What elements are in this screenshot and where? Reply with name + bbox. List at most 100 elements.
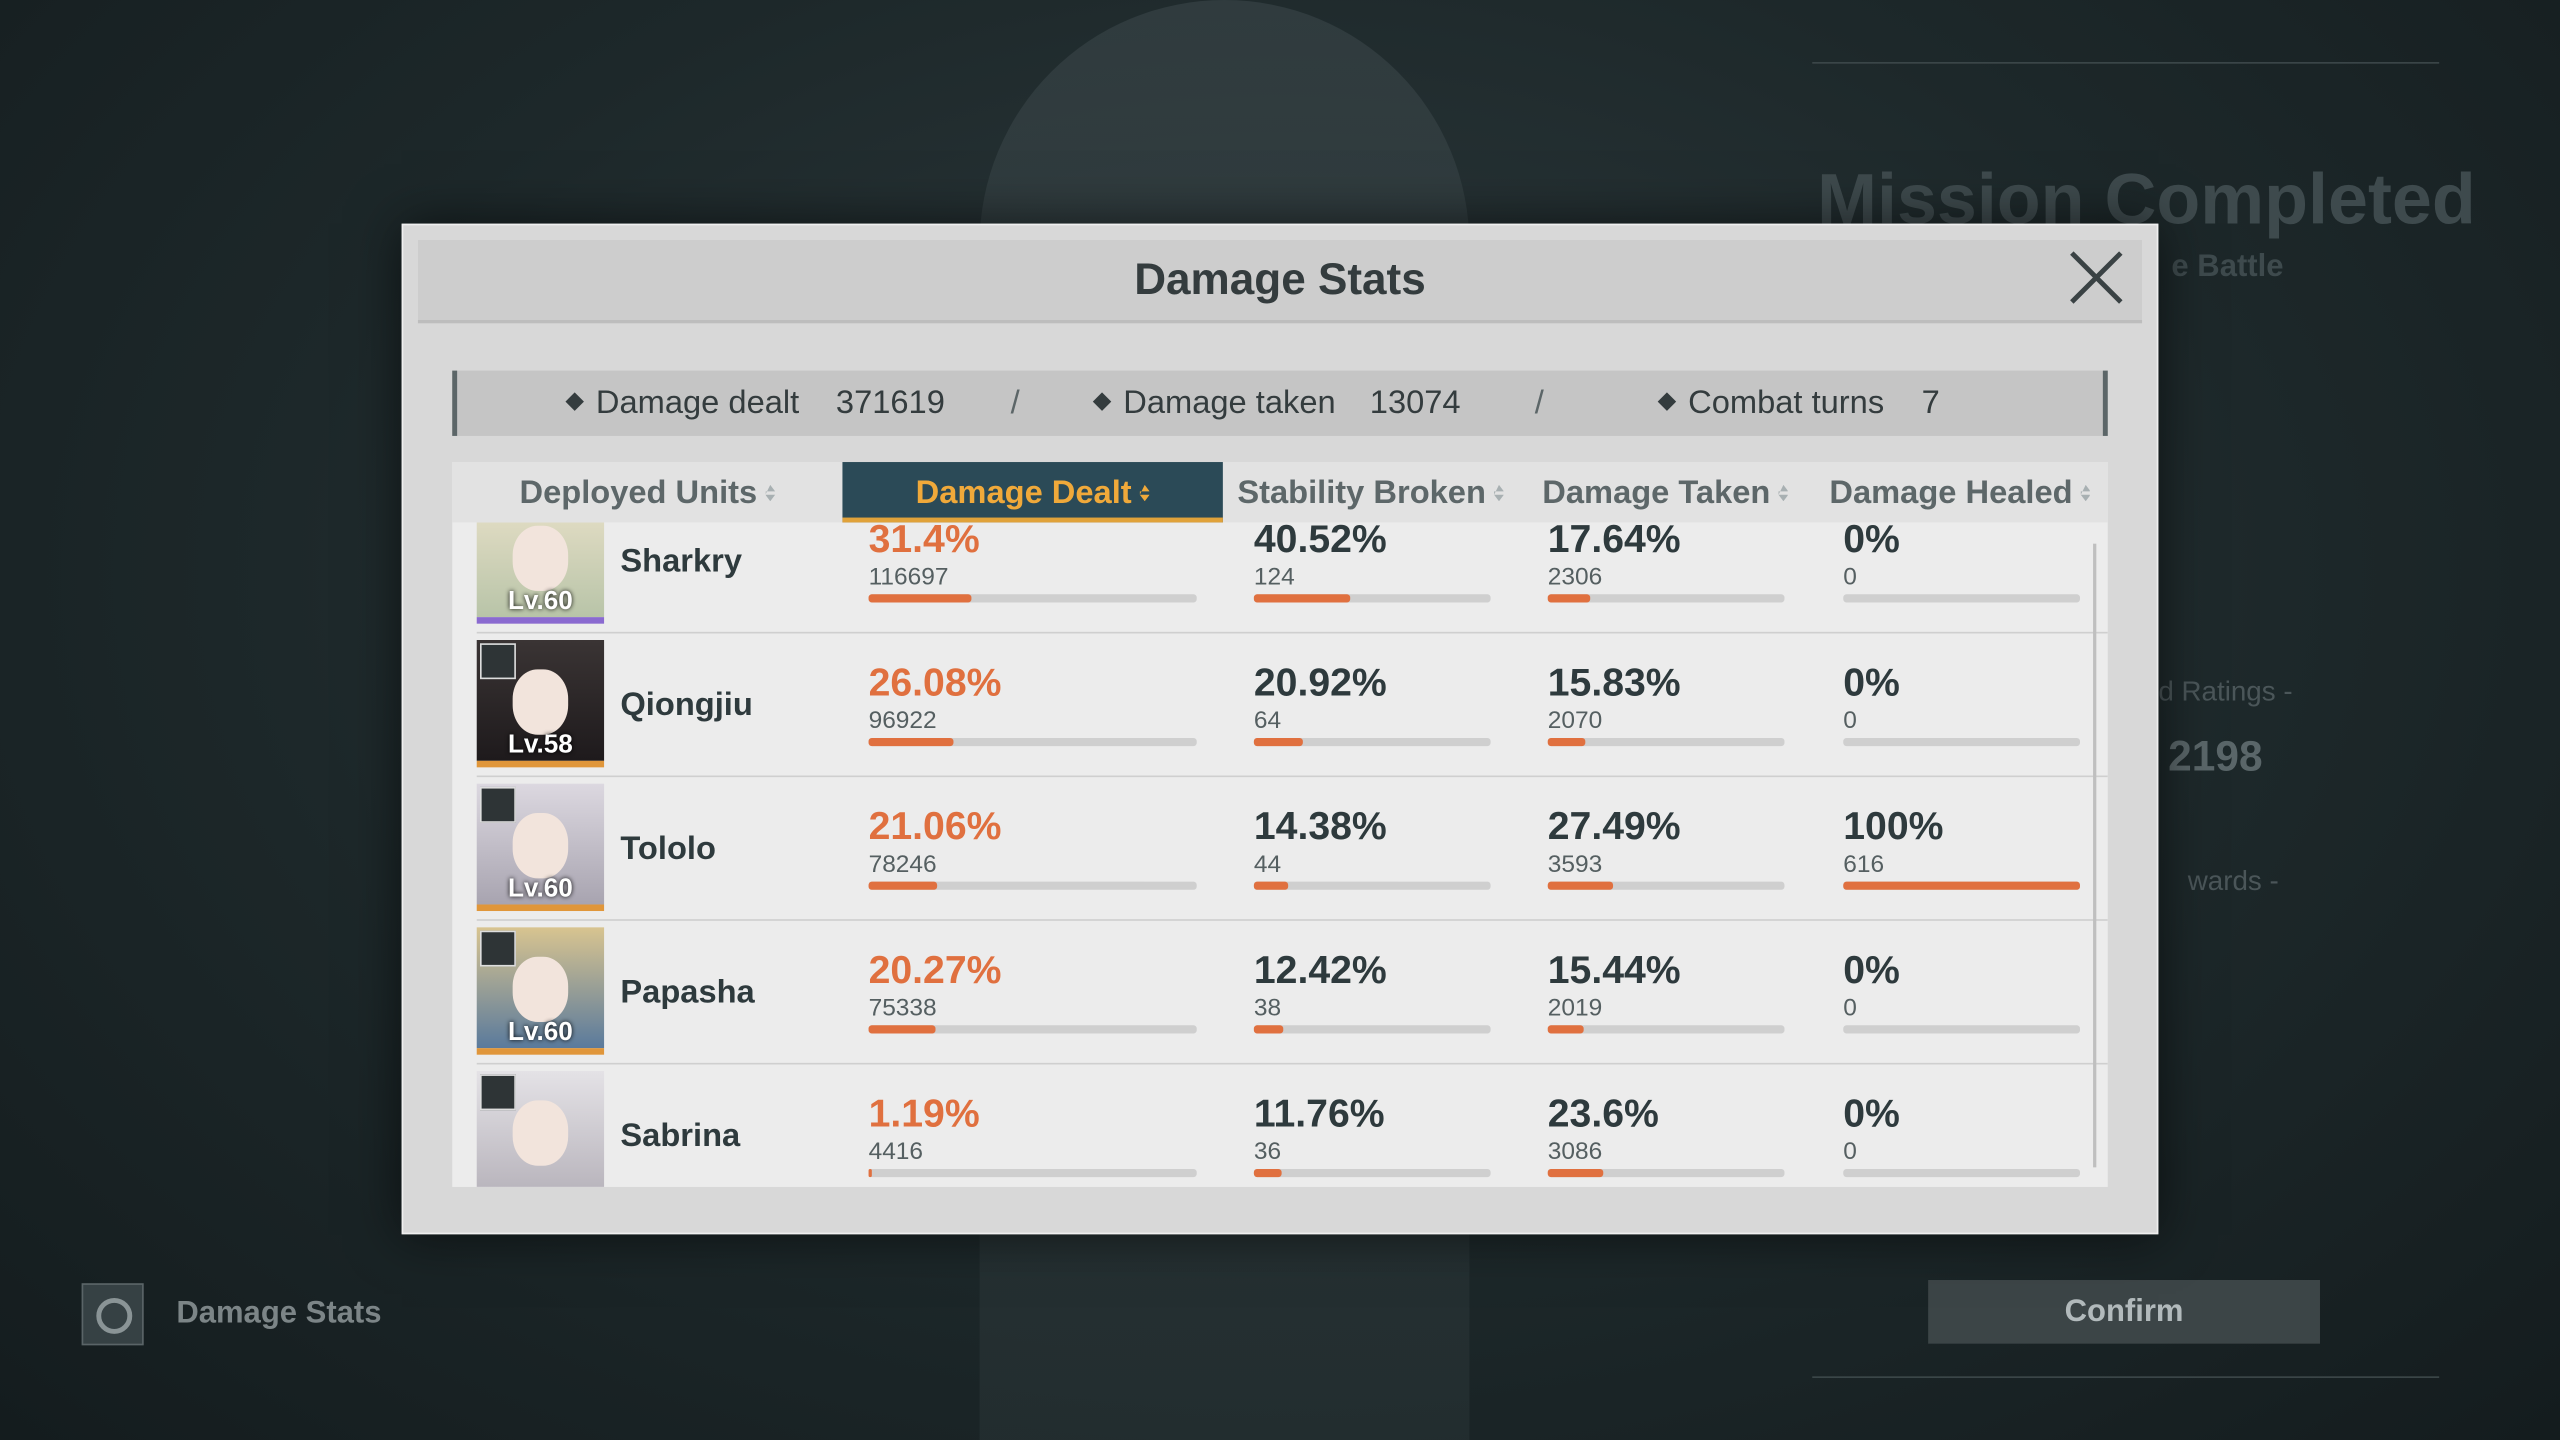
unit-name: Qiongjiu bbox=[620, 687, 753, 724]
bar-track bbox=[1843, 1025, 2080, 1034]
stat-percent: 20.27% bbox=[868, 948, 1002, 993]
bar-track bbox=[868, 881, 1197, 890]
sort-icon bbox=[2080, 484, 2091, 502]
stat-percent: 0% bbox=[1843, 522, 1900, 562]
stat-count: 616 bbox=[1843, 850, 1885, 879]
sort-icon bbox=[1139, 484, 1150, 502]
stat-percent: 0% bbox=[1843, 948, 1900, 993]
rewards-label: wards - bbox=[2187, 865, 2279, 897]
class-icon bbox=[479, 643, 516, 680]
stat-count: 44 bbox=[1253, 850, 1282, 879]
summary-label: Damage taken bbox=[1123, 385, 1336, 422]
column-header[interactable]: Damage Dealt bbox=[842, 477, 1222, 509]
stat-count: 36 bbox=[1253, 1137, 1282, 1166]
avatar bbox=[476, 522, 605, 624]
bar-fill bbox=[868, 594, 972, 603]
bar-track bbox=[1547, 737, 1785, 747]
ratings-value: 2198 bbox=[2168, 731, 2263, 781]
bar-fill bbox=[1843, 881, 2080, 890]
bar-track bbox=[1253, 881, 1491, 890]
bar-track bbox=[1547, 1025, 1785, 1034]
header-text: Damage Healed bbox=[1829, 475, 2073, 512]
stat-count: 0 bbox=[1843, 1137, 1857, 1166]
stat-count: 78246 bbox=[868, 850, 937, 879]
stat-percent: 14.38% bbox=[1253, 804, 1387, 849]
stat-percent: 23.6% bbox=[1547, 1092, 1659, 1137]
bar-track bbox=[1547, 1168, 1785, 1178]
summary-label: Damage dealt bbox=[595, 385, 800, 422]
stat-count: 38 bbox=[1253, 994, 1282, 1023]
stat-count: 0 bbox=[1843, 563, 1857, 592]
stat-count: 0 bbox=[1843, 994, 1857, 1023]
row-divider bbox=[476, 919, 2108, 921]
bar-track bbox=[868, 594, 1197, 603]
column-header[interactable]: Damage Taken bbox=[1518, 475, 1812, 512]
bar-track bbox=[1843, 1168, 2080, 1178]
modal-title: Damage Stats bbox=[1134, 254, 1426, 304]
unit-name: Sabrina bbox=[620, 1118, 741, 1155]
stat-count: 96922 bbox=[868, 706, 937, 735]
avatar bbox=[476, 783, 605, 912]
class-icon bbox=[479, 786, 516, 823]
ratings-label: d Ratings - bbox=[2158, 675, 2293, 707]
divider bbox=[1812, 1376, 2440, 1378]
bar-track bbox=[868, 1168, 1197, 1178]
avatar-face bbox=[512, 525, 569, 592]
stat-count: 2306 bbox=[1547, 563, 1603, 592]
column-header[interactable]: Damage Healed bbox=[1812, 475, 2108, 512]
avatar bbox=[476, 1071, 605, 1187]
stat-percent: 21.06% bbox=[868, 804, 1002, 849]
row-divider bbox=[476, 1062, 2108, 1065]
column-header[interactable]: Stability Broken bbox=[1223, 475, 1519, 512]
bar-fill bbox=[1253, 1168, 1282, 1178]
close-button[interactable] bbox=[2067, 248, 2126, 307]
modal-header bbox=[417, 239, 2143, 324]
bar-fill bbox=[1547, 1025, 1585, 1034]
bar-track bbox=[1253, 1168, 1491, 1178]
bar-track bbox=[1253, 1025, 1491, 1034]
stat-percent: 0% bbox=[1843, 1092, 1900, 1137]
separator: / bbox=[1010, 385, 1020, 422]
header-text: Stability Broken bbox=[1237, 475, 1486, 512]
header-text: Deployed Units bbox=[519, 475, 758, 512]
row-divider bbox=[476, 631, 2108, 634]
stat-count: 116697 bbox=[868, 563, 949, 592]
stats-table bbox=[452, 462, 2108, 1187]
stat-percent: 20.92% bbox=[1253, 661, 1387, 706]
stat-count: 3086 bbox=[1547, 1137, 1603, 1166]
avatar-face bbox=[512, 1100, 569, 1166]
unit-name: Papasha bbox=[620, 974, 755, 1011]
unit-name: Tololo bbox=[620, 831, 716, 867]
table-body: Lv.60 Sharkry 31.4% 116697 40.52% 124 17.64% 23… bbox=[452, 522, 2108, 1187]
bar-fill bbox=[868, 1168, 873, 1178]
stat-count: 75338 bbox=[868, 994, 937, 1023]
summary-value: 7 bbox=[1921, 385, 1940, 422]
separator: / bbox=[1534, 385, 1544, 422]
class-icon bbox=[479, 930, 516, 967]
avatar bbox=[476, 639, 605, 768]
mission-subtitle: e Battle bbox=[2171, 249, 2284, 285]
bar-fill bbox=[1547, 1168, 1604, 1178]
stat-percent: 1.19% bbox=[868, 1092, 980, 1137]
stat-percent: 15.83% bbox=[1547, 661, 1681, 706]
summary-label: Combat turns bbox=[1688, 385, 1885, 422]
bar-fill bbox=[1547, 881, 1613, 890]
avatar-face bbox=[512, 813, 569, 879]
bar-track bbox=[1843, 737, 2080, 747]
stat-count: 0 bbox=[1843, 706, 1857, 735]
summary-value: 13074 bbox=[1369, 385, 1461, 422]
unit-name: Sharkry bbox=[620, 543, 743, 580]
footer-label[interactable]: Damage Stats bbox=[176, 1296, 382, 1331]
bar-track bbox=[1253, 594, 1491, 603]
column-header[interactable]: Deployed Units bbox=[452, 475, 842, 512]
confirm-button[interactable]: Confirm bbox=[1928, 1279, 2320, 1344]
stats-icon[interactable] bbox=[81, 1283, 144, 1346]
bar-fill bbox=[1253, 594, 1350, 603]
stat-percent: 15.44% bbox=[1547, 948, 1681, 993]
stat-count: 4416 bbox=[868, 1137, 924, 1166]
header-text: Damage Taken bbox=[1542, 475, 1771, 512]
stat-percent: 12.42% bbox=[1253, 948, 1387, 993]
stat-count: 124 bbox=[1253, 563, 1295, 592]
sort-icon bbox=[765, 484, 776, 502]
